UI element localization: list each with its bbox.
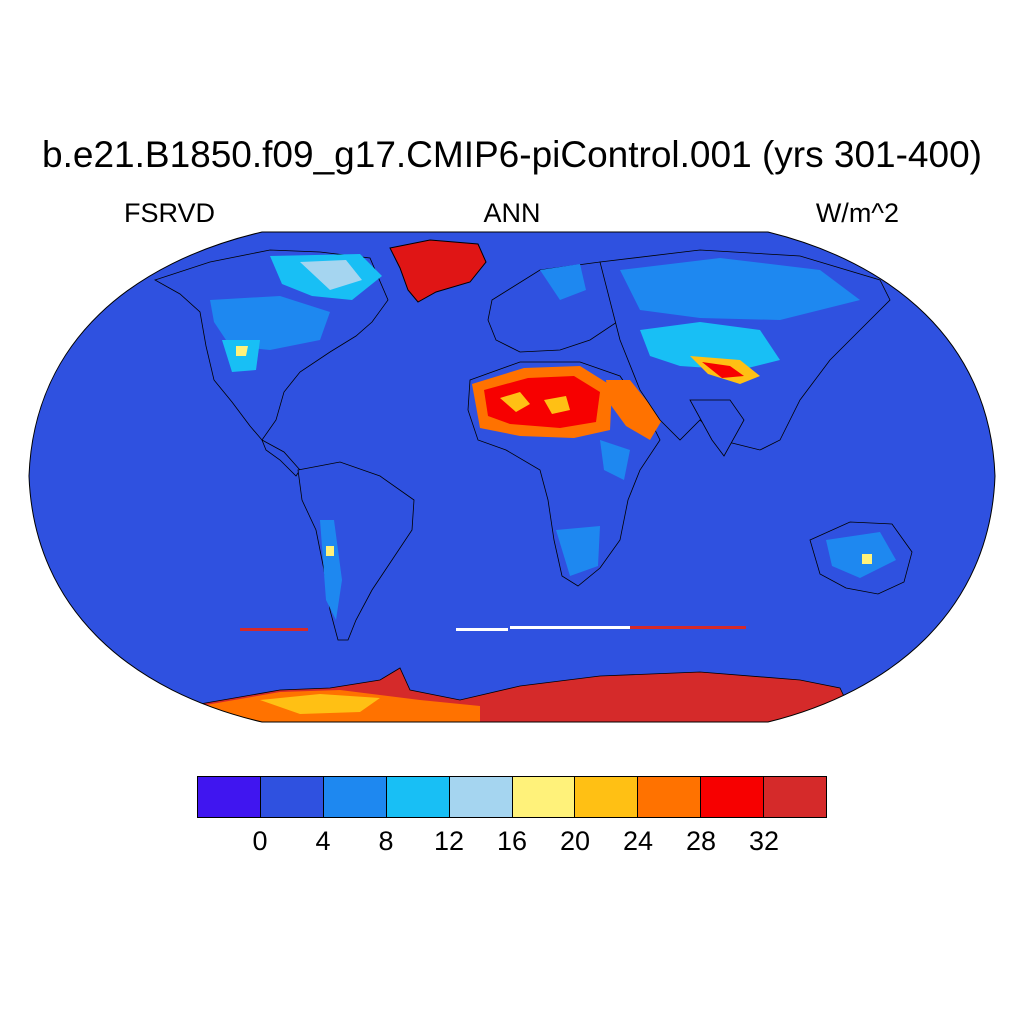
andes-hot — [326, 546, 334, 556]
sea-ice-edge-2 — [510, 626, 630, 629]
colorbar-swatch — [260, 777, 324, 817]
colorbar-tick-label: 32 — [748, 826, 780, 856]
sea-ice-edge-4 — [456, 628, 508, 631]
colorbar-swatch — [701, 777, 765, 817]
units-label: W/m^2 — [815, 198, 899, 228]
colorbar-tick-label: 0 — [252, 826, 268, 856]
taklamakan-red — [702, 362, 744, 378]
sahara-red — [484, 376, 600, 428]
colorbar-swatch — [449, 777, 513, 817]
colorbar-swatch — [198, 777, 261, 817]
scandinavia — [540, 264, 586, 300]
colorbar-swatch — [575, 777, 639, 817]
us-southwest-hot — [236, 346, 248, 356]
season-label: ANN — [483, 198, 541, 228]
colorbar-tick-label: 28 — [685, 826, 717, 856]
australia-hot — [862, 554, 872, 564]
colorbar-swatch — [386, 777, 450, 817]
map-border — [28, 231, 996, 723]
sahara-yellow — [500, 392, 570, 414]
canadian-arctic-light — [300, 260, 362, 290]
colorbar-tick-label: 16 — [496, 826, 528, 856]
india — [689, 399, 745, 457]
southern-africa — [556, 526, 600, 576]
south-america — [297, 461, 415, 641]
arabia — [606, 380, 662, 440]
sea-ice-edge-1 — [240, 628, 308, 631]
colorbar-swatch — [323, 777, 387, 817]
colorbar-tick-label: 24 — [622, 826, 654, 856]
colorbar-swatch — [764, 777, 827, 817]
greenland — [389, 239, 487, 303]
central-asia — [640, 322, 780, 370]
colorbar — [197, 776, 827, 818]
east-africa — [600, 440, 630, 480]
australia-interior — [826, 532, 896, 578]
andes — [320, 520, 342, 620]
colorbar-tick-label: 4 — [315, 826, 331, 856]
sea-ice-edge-3 — [630, 626, 746, 629]
colorbar-tick-label: 20 — [559, 826, 591, 856]
colorbar-swatch — [638, 777, 702, 817]
plot-title: b.e21.B1850.f09_g17.CMIP6-piControl.001 … — [42, 134, 982, 175]
variable-label: FSRVD — [124, 198, 216, 228]
antarctica-west-hot — [260, 694, 380, 714]
colorbar-tick-label: 8 — [378, 826, 394, 856]
central-america — [261, 439, 301, 477]
siberia — [620, 258, 860, 320]
colorbar-swatch — [512, 777, 576, 817]
colorbar-tick-label: 12 — [433, 826, 465, 856]
north-america-mid — [210, 296, 330, 350]
